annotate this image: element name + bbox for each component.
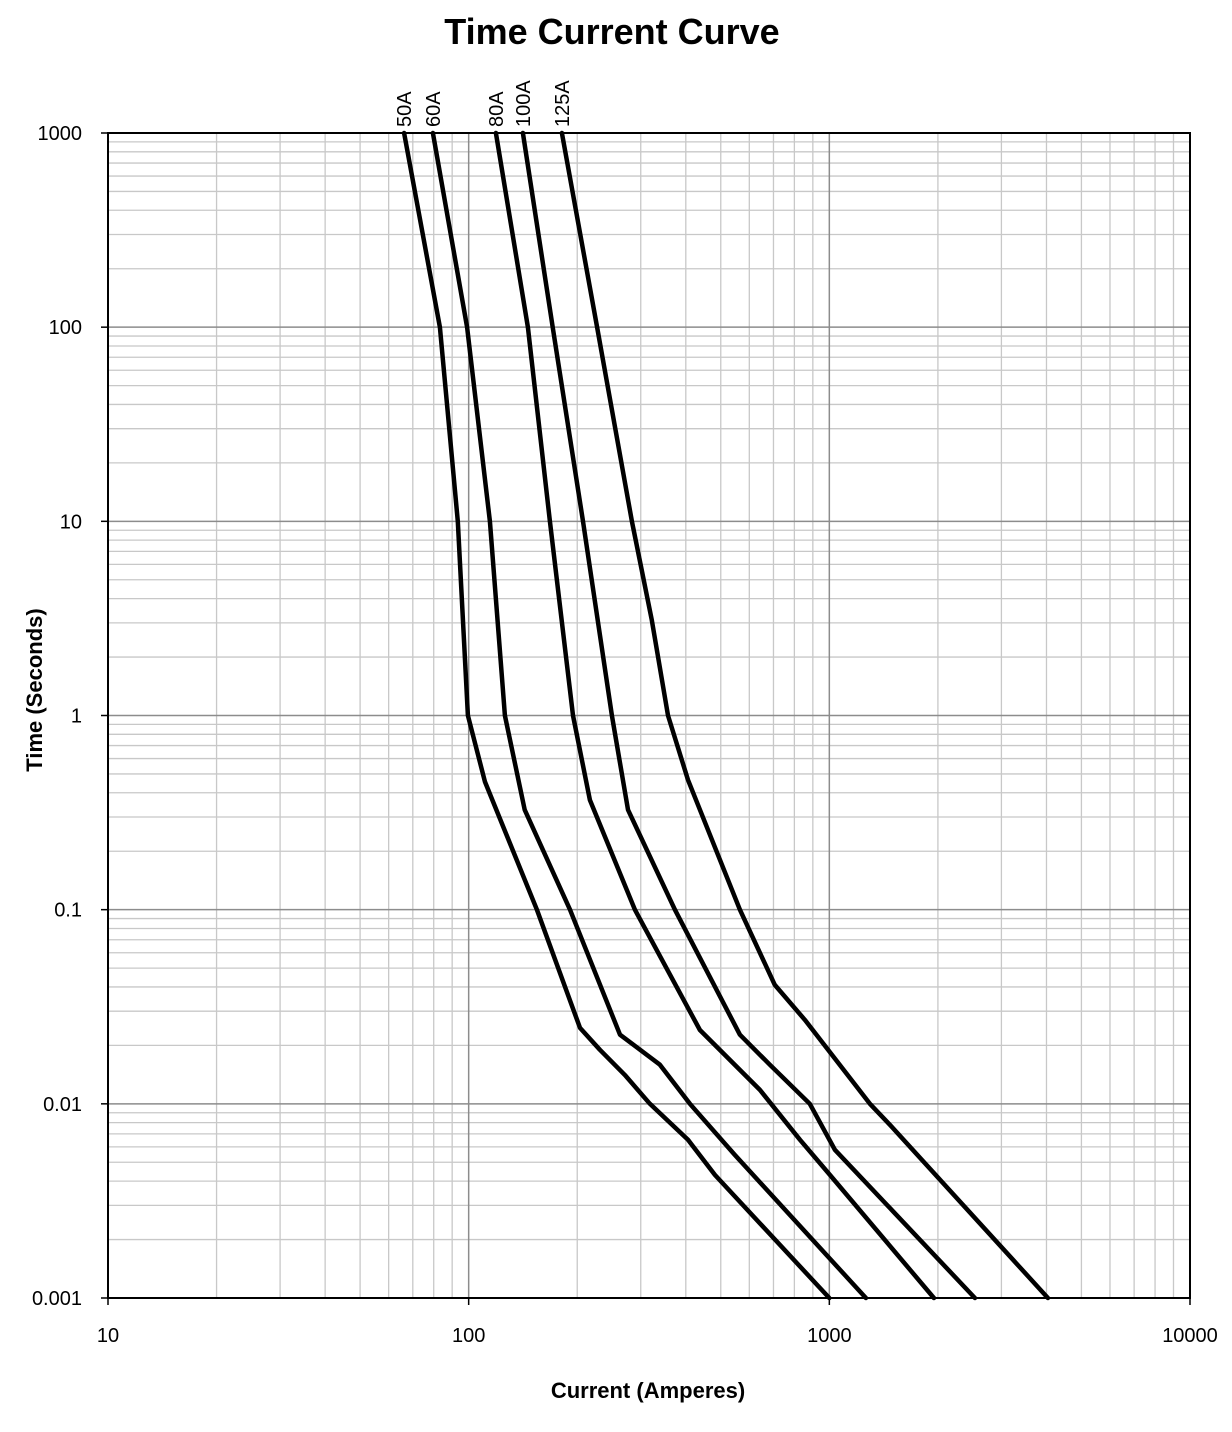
y-tick-label: 1 [71,706,82,728]
y-axis-title: Time (Seconds) [22,608,47,771]
series-label: 125A [552,80,574,127]
curve [520,130,978,1301]
curve [493,130,937,1301]
x-axis-title: Current (Amperes) [551,1378,745,1403]
plot-frame [107,132,1191,1299]
series-label: 100A [513,80,535,127]
y-tick-label: 0.01 [43,1094,82,1116]
y-tick-label: 1000 [38,123,83,145]
series-label: 60A [423,91,445,127]
curve [401,130,832,1301]
y-tick-label: 0.1 [54,900,82,922]
chart-title: Time Current Curve [444,11,779,52]
x-tick-label: 10 [97,1325,119,1347]
y-tick-label: 0.001 [32,1288,82,1310]
curve [430,130,869,1301]
series-label: 50A [394,91,416,127]
grid [107,132,1191,1299]
y-tick-label: 10 [60,511,82,533]
series-label: 80A [486,91,508,127]
curve [559,130,1051,1301]
x-tick-label: 1000 [807,1325,852,1347]
y-tick-label: 100 [49,317,82,339]
x-tick-label: 10000 [1162,1325,1218,1347]
x-tick-label: 100 [452,1325,485,1347]
